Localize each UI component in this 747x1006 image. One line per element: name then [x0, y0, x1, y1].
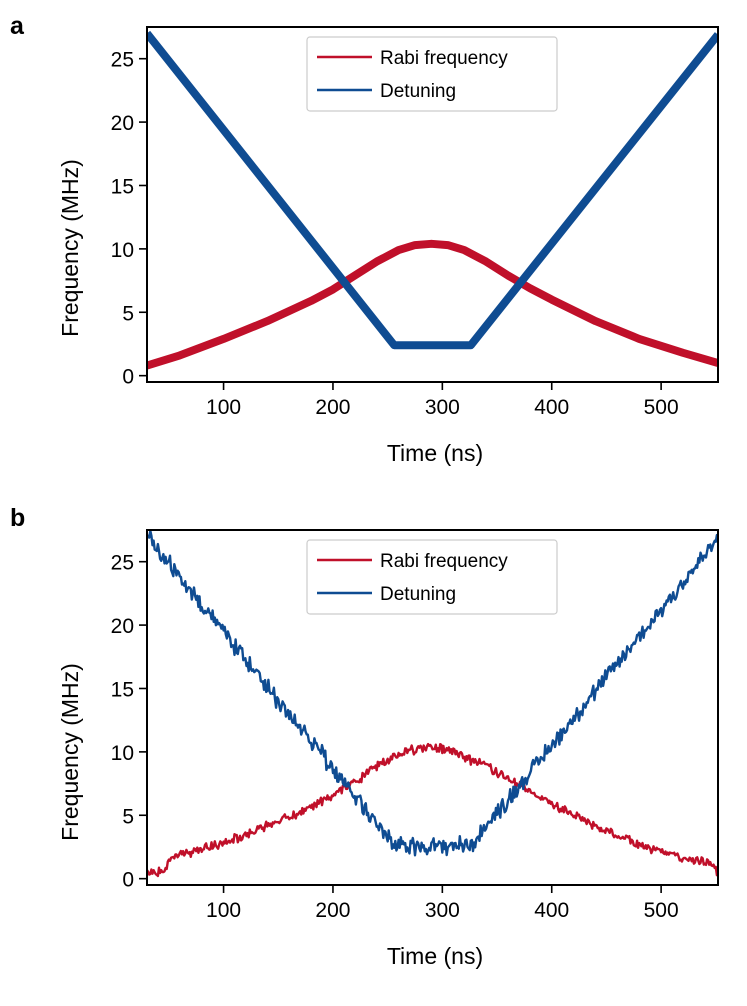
- y-tick-label: 15: [111, 678, 134, 701]
- plot-frame: [146, 26, 719, 383]
- plot-frame: [146, 529, 719, 886]
- y-tick-label: 15: [111, 175, 134, 198]
- x-axis-label: Time (ns): [387, 440, 483, 466]
- x-axis: 100 200 300 400 500: [206, 382, 679, 419]
- y-tick-label: 20: [111, 615, 134, 638]
- series-line-detuning: [147, 30, 718, 350]
- series-line-detuning: [147, 530, 718, 857]
- y-axis-label: Frequency (MHz): [57, 159, 83, 337]
- y-tick-label: 25: [111, 552, 134, 575]
- panel-label: a: [10, 12, 25, 40]
- legend: Rabi frequency Detuning: [306, 539, 558, 615]
- panel-label: b: [10, 504, 25, 532]
- y-axis: 0 5 10 15 20 25: [111, 552, 147, 892]
- x-axis-label: Time (ns): [387, 943, 483, 969]
- x-tick-label: 500: [644, 396, 679, 419]
- x-tick-label: 500: [644, 899, 679, 922]
- series-group: [147, 30, 718, 370]
- y-tick-label: 10: [111, 239, 134, 262]
- x-tick-label: 300: [425, 396, 460, 419]
- y-tick-label: 25: [111, 49, 134, 72]
- x-tick-label: 200: [315, 899, 350, 922]
- panel-b: b 0 5 10 15 20 25 100 200 300 400 500 Time (ns) F…: [10, 504, 719, 969]
- legend-label-rabi: Rabi frequency: [380, 48, 508, 69]
- y-tick-label: 5: [122, 805, 134, 828]
- y-tick-label: 5: [122, 302, 134, 325]
- series-group: [147, 530, 718, 878]
- x-tick-label: 400: [534, 396, 569, 419]
- panel-a: a 0 5 10 15 20 25 100 200 300 400 500 Time (ns) F…: [10, 12, 719, 466]
- legend-label-detuning: Detuning: [380, 584, 456, 605]
- y-axis-label: Frequency (MHz): [57, 663, 83, 841]
- x-tick-label: 400: [534, 899, 569, 922]
- legend-label-rabi: Rabi frequency: [380, 551, 508, 572]
- legend-label-detuning: Detuning: [380, 81, 456, 102]
- x-axis: 100 200 300 400 500: [206, 885, 679, 922]
- y-tick-label: 20: [111, 112, 134, 135]
- legend-box: [306, 539, 558, 615]
- x-tick-label: 200: [315, 396, 350, 419]
- legend: Rabi frequency Detuning: [306, 36, 558, 112]
- x-tick-label: 100: [206, 396, 241, 419]
- x-tick-label: 100: [206, 899, 241, 922]
- legend-box: [306, 36, 558, 112]
- y-tick-label: 10: [111, 742, 134, 765]
- y-axis: 0 5 10 15 20 25: [111, 49, 147, 389]
- x-tick-label: 300: [425, 899, 460, 922]
- y-tick-label: 0: [122, 869, 134, 892]
- series-line-rabi-frequency: [147, 742, 718, 878]
- y-tick-label: 0: [122, 366, 134, 389]
- series-line-rabi-frequency: [147, 239, 718, 370]
